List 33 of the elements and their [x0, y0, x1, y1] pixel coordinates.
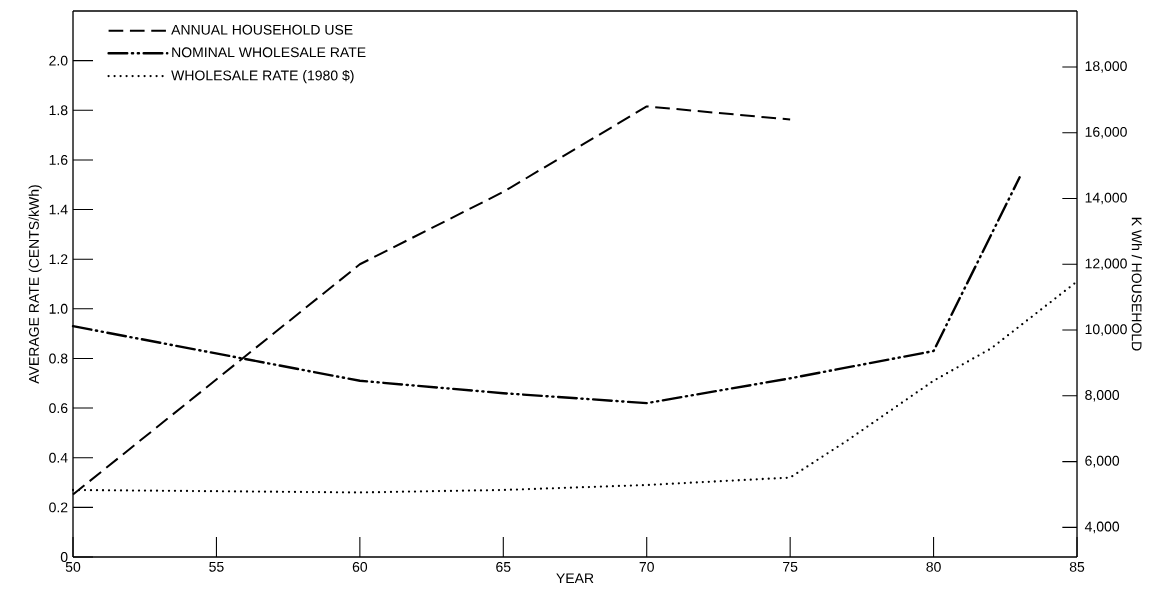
x-tick-label: 65	[496, 561, 511, 572]
y2-tick-label: 12,000	[1085, 258, 1127, 271]
legend-label: NOMINAL WHOLESALE RATE	[172, 47, 366, 58]
x-tick-label: 80	[926, 561, 941, 572]
y-tick-label: 0.2	[49, 502, 68, 513]
x-tick-label: 85	[1069, 561, 1085, 572]
legend-label: ANNUAL HOUSEHOLD USE	[171, 24, 353, 35]
y-tick-label: 1.2	[49, 254, 68, 265]
y2-tick-label: 16,000	[1085, 126, 1127, 139]
x-tick-label: 70	[639, 561, 654, 572]
y-tick-label: 0.4	[49, 452, 68, 463]
y-tick-label: 1.0	[49, 303, 68, 314]
y-tick-label: 1.6	[49, 154, 68, 165]
x-axis-title: YEAR	[556, 573, 594, 584]
y2-tick-label: 6,000	[1085, 455, 1120, 468]
y2-tick-label: 18,000	[1085, 61, 1127, 73]
legend-label: WHOLESALE RATE (1980 $)	[171, 69, 354, 84]
y-axis-title: AVERAGE RATE (CENTS/kWh)	[28, 185, 42, 384]
y-tick-label: 0	[60, 552, 68, 562]
y-tick-label: 0.8	[49, 353, 68, 364]
y-tick-label: 1.4	[49, 204, 68, 215]
y2-axis-title: K Wh / HOUSEHOLD	[1131, 217, 1142, 351]
y2-tick-label: 10,000	[1085, 324, 1127, 336]
y-tick-label: 1.8	[49, 105, 68, 116]
x-tick-label: 75	[783, 561, 798, 572]
y2-tick-label: 8,000	[1085, 390, 1120, 402]
x-tick-label: 50	[65, 561, 81, 572]
y-tick-label: 0.6	[49, 403, 68, 414]
y-tick-label: 2.0	[49, 55, 68, 66]
x-tick-label: 55	[209, 561, 224, 572]
y2-tick-label: 4,000	[1084, 521, 1120, 534]
x-tick-label: 60	[352, 561, 368, 572]
y2-tick-label: 14,000	[1085, 192, 1127, 205]
